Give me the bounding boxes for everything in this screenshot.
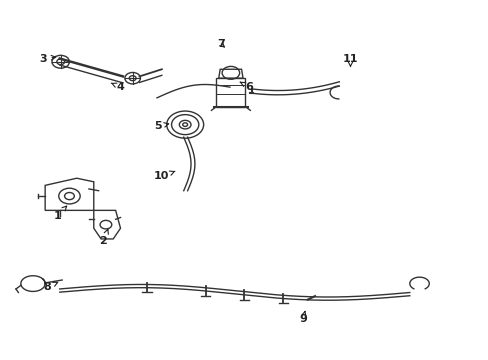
Text: 3: 3 bbox=[39, 54, 56, 64]
Text: 4: 4 bbox=[111, 82, 124, 92]
Text: 2: 2 bbox=[100, 229, 108, 246]
Text: 1: 1 bbox=[53, 206, 66, 221]
Text: 9: 9 bbox=[298, 311, 306, 324]
Text: 11: 11 bbox=[342, 54, 358, 67]
Text: 7: 7 bbox=[217, 39, 224, 49]
Text: 8: 8 bbox=[43, 282, 58, 292]
Text: 10: 10 bbox=[154, 171, 175, 181]
Text: 6: 6 bbox=[240, 82, 253, 92]
Text: 5: 5 bbox=[154, 121, 168, 131]
